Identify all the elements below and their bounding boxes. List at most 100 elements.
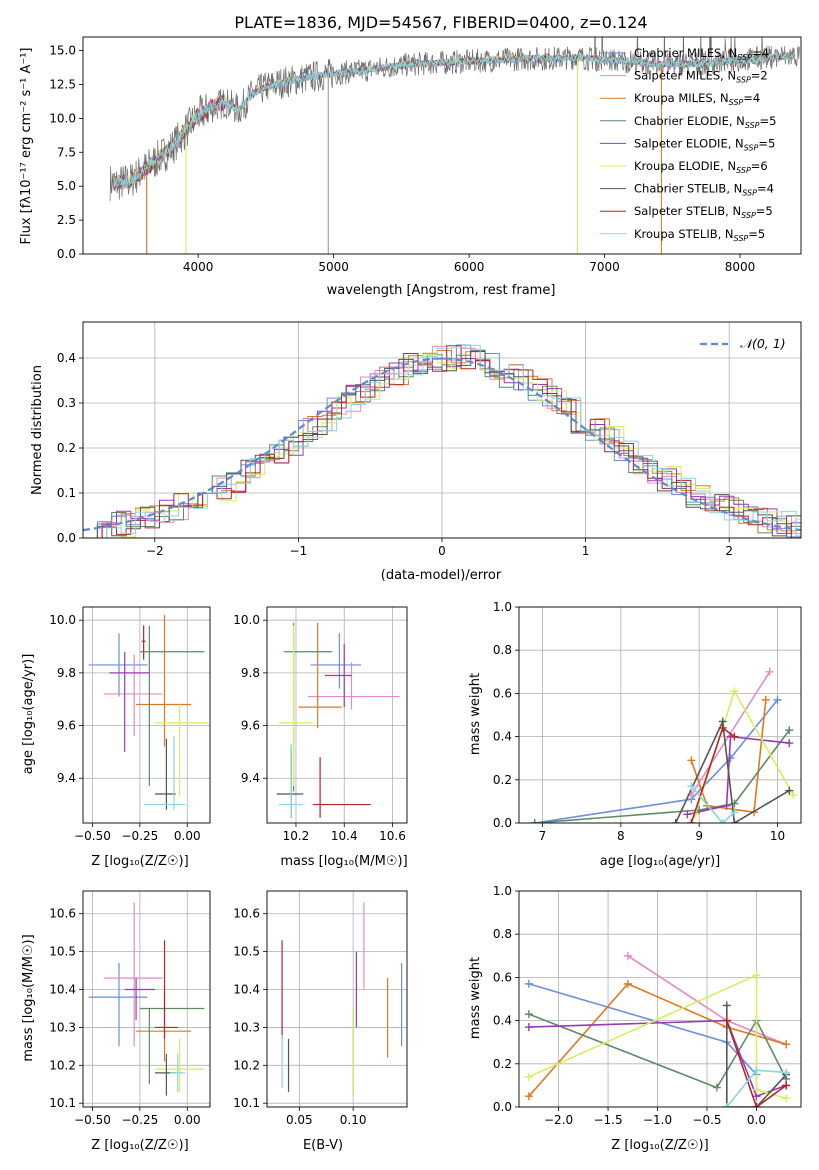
weight-marker-chabrier-elodie	[785, 726, 794, 735]
weight-marker-kroupa-stelib	[730, 808, 739, 817]
y-tick-label: 10.5	[233, 945, 260, 959]
y-tick-label: 2.5	[57, 213, 76, 227]
y-tick-label: 10.6	[233, 907, 260, 921]
weight-line-chabrier-stelib	[674, 718, 790, 823]
x-tick-label: 6000	[454, 260, 485, 274]
x-tick-label: −1.0	[643, 1113, 672, 1127]
x-tick-label: 5000	[318, 260, 349, 274]
weight-marker-salpeter-elodie	[524, 1023, 533, 1032]
z-mass-ylabel: mass [log₁₀(M/M☉)]	[21, 934, 36, 1061]
x-tick-label: 10.2	[283, 829, 310, 843]
x-tick-label: 9	[695, 829, 703, 843]
x-tick-label: −0.50	[74, 1113, 111, 1127]
residual-ylabel: Normed distribution	[30, 365, 45, 495]
y-tick-label: 0.8	[493, 643, 512, 657]
weight-marker-chabrier-elodie	[712, 1083, 721, 1092]
weight-marker-kroupa-miles	[524, 1092, 533, 1101]
weight-marker-kroupa-stelib	[718, 819, 727, 823]
legend-label-chabrier-elodie: Chabrier ELODIE, NSSP=5	[634, 114, 776, 130]
weight-marker-chabrier-elodie	[524, 1010, 533, 1019]
ebv-mass-xlabel: E(B-V)	[303, 1138, 343, 1153]
weight-marker-salpeter-stelib	[718, 723, 727, 732]
plot-frame	[518, 606, 802, 824]
y-tick-label: 0.1	[57, 486, 76, 500]
y-tick-label: 10.0	[49, 111, 76, 125]
y-tick-label: 10.3	[233, 1020, 260, 1034]
spectrum-panel: PLATE=1836, MJD=54567, FIBERID=0400, z=0…	[19, 13, 802, 298]
x-tick-label: 10.4	[331, 829, 358, 843]
weight-marker-chabrier-stelib	[785, 786, 794, 795]
z-weight-ylabel: mass weight	[468, 957, 483, 1039]
x-tick-label: −0.25	[121, 829, 158, 843]
y-tick-label: 9.6	[241, 719, 260, 733]
weight-marker-salpeter-stelib	[687, 819, 696, 823]
x-tick-label: 10.6	[379, 829, 406, 843]
weight-marker-salpeter-stelib	[782, 1081, 791, 1090]
y-tick-label: 10.2	[49, 1058, 76, 1072]
weight-marker-kroupa-miles	[623, 979, 632, 988]
x-tick-label: 0.05	[286, 1113, 313, 1127]
x-tick-label: 0.00	[174, 829, 201, 843]
weight-marker-salpeter-stelib	[730, 732, 739, 741]
histogram-kroupa-stelib	[92, 344, 801, 538]
weight-marker-kroupa-miles	[761, 695, 770, 704]
y-tick-label: 10.2	[233, 1058, 260, 1072]
y-tick-label: 10.6	[49, 907, 76, 921]
age-weight-panel: age [log₁₀(age/yr)] mass weight 7 8 9 10 0.0…	[468, 600, 802, 869]
z-mass-xlabel: Z [log₁₀(Z/Z☉)]	[91, 1138, 188, 1153]
y-tick-label: 7.5	[57, 145, 76, 159]
y-tick-label: 15.0	[49, 44, 76, 58]
legend-label-salpeter-stelib: Salpeter STELIB, NSSP=5	[634, 204, 773, 220]
x-tick-label: 2	[725, 544, 733, 558]
weight-marker-salpeter-elodie	[683, 810, 692, 819]
weight-line-chabrier-miles	[534, 699, 779, 823]
weight-marker-chabrier-miles	[726, 754, 735, 763]
y-tick-label: 10.1	[49, 1096, 76, 1110]
age-weight-xlabel: age [log₁₀(age/yr)]	[600, 854, 721, 869]
legend-label-kroupa-miles: Kroupa MILES, NSSP=4	[634, 91, 760, 107]
weight-marker-chabrier-miles	[524, 979, 533, 988]
y-tick-label: 9.6	[57, 719, 76, 733]
weight-marker-kroupa-stelib	[722, 1103, 731, 1107]
weight-marker-kroupa-miles	[687, 756, 696, 765]
model-spectrum-kroupa-stelib	[113, 52, 794, 192]
y-tick-label: 0.4	[493, 1014, 512, 1028]
z-weight-panel: Z [log₁₀(Z/Z☉)] mass weight −2.0 −1.5 −1.0…	[468, 884, 802, 1153]
observed-spectrum-line	[109, 37, 800, 202]
y-tick-label: 10.5	[49, 945, 76, 959]
age-weight-ylabel: mass weight	[468, 673, 483, 755]
x-tick-label: −0.5	[692, 1113, 721, 1127]
mass-age-panel: mass [log₁₀(M/M☉)] 10.2 10.4 10.6 9.4 9.6 9.8…	[233, 606, 408, 869]
y-tick-label: 1.0	[493, 884, 512, 898]
y-tick-label: 10.1	[233, 1096, 260, 1110]
weight-marker-kroupa-elodie	[730, 687, 739, 696]
weight-marker-kroupa-elodie	[524, 1072, 533, 1081]
y-tick-label: 12.5	[49, 77, 76, 91]
plot-frame	[82, 890, 211, 1108]
weight-marker-chabrier-stelib	[671, 819, 680, 823]
y-tick-label: 9.4	[241, 771, 260, 785]
weight-line-chabrier-elodie	[534, 729, 790, 823]
plot-frame	[82, 321, 802, 539]
weight-marker-kroupa-elodie	[752, 1085, 761, 1094]
x-tick-label: −2.0	[544, 1113, 573, 1127]
y-tick-label: 5.0	[57, 179, 76, 193]
errorbars	[88, 902, 205, 1096]
gaussian-curve	[83, 357, 801, 532]
y-tick-label: 0.2	[493, 1057, 512, 1071]
weight-marker-kroupa-elodie	[789, 790, 798, 799]
x-tick-label: 8	[617, 829, 625, 843]
y-tick-label: 0.0	[493, 1100, 512, 1114]
legend-label-chabrier-stelib: Chabrier STELIB, NSSP=4	[634, 182, 774, 198]
spectrum-title: PLATE=1836, MJD=54567, FIBERID=0400, z=0…	[234, 13, 647, 32]
x-tick-label: 7000	[589, 260, 620, 274]
spectrum-ylabel: Flux [fλ10⁻¹⁷ erg cm⁻² s⁻¹ A⁻¹]	[19, 48, 34, 245]
weight-marker-chabrier-elodie	[530, 819, 539, 823]
x-tick-label: 0	[438, 544, 446, 558]
x-tick-label: 0.0	[747, 1113, 766, 1127]
legend-label-salpeter-elodie: Salpeter ELODIE, NSSP=5	[634, 136, 775, 152]
spectrum-lines	[109, 37, 800, 254]
weight-marker-kroupa-stelib	[687, 782, 696, 791]
weight-marker-kroupa-elodie	[782, 1094, 791, 1103]
weight-marker-kroupa-miles	[782, 1040, 791, 1049]
